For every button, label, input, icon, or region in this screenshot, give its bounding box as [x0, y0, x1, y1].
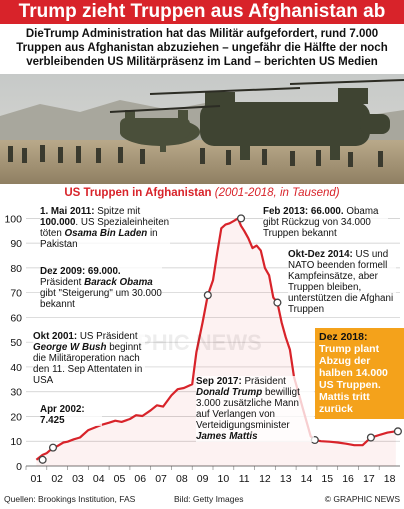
annotation-okt-2001: Okt 2001: US Präsident George W Bush beg…: [33, 331, 145, 386]
milestone-marker: [366, 433, 375, 442]
x-tick-label: 01: [31, 473, 43, 485]
x-tick-label: 17: [363, 473, 375, 485]
milestone-marker: [48, 443, 58, 452]
ann-mai2011-name: Osama Bin Laden: [64, 228, 148, 239]
x-tick-label: 06: [134, 473, 146, 485]
subheadline: DieTrump Administration hat das Militär …: [16, 28, 388, 68]
chart-title: US Truppen in Afghanistan (2001-2018, in…: [0, 185, 404, 201]
ann-dez2009-t2: gibt "Steigerung" um 30.000 bekannt: [40, 288, 162, 310]
y-tick-label: 20: [10, 411, 22, 423]
ann-sep2017-date: Sep 2017:: [196, 376, 242, 387]
x-tick-label: 15: [321, 473, 333, 485]
annotation-dez-2009: Dez 2009: 69.000. Präsident Barack Obama…: [40, 266, 162, 310]
ann-apr2002-value: 7.425: [40, 415, 65, 426]
ann-okt2001-name: George W Bush: [33, 342, 107, 353]
annotation-mai-2011: 1. Mai 2011: Spitze mit 100.000. US Spez…: [40, 206, 170, 250]
x-tick-label: 08: [176, 473, 188, 485]
y-tick-label: 0: [16, 461, 22, 473]
ann-okt2014-date: Okt-Dez 2014:: [288, 249, 353, 260]
x-tick-label: 03: [72, 473, 84, 485]
ann-dez2009-t1: Präsident: [40, 277, 85, 288]
ann-okt2001-t2: beginnt die Militäroperation nach den 11…: [33, 342, 143, 386]
x-tick-label: 14: [301, 473, 313, 485]
ann-dez2018-text: Trump plant Abzug der halben 14.000 US T…: [319, 343, 388, 415]
milestone-marker: [273, 298, 282, 307]
annotation-okt-dez-2014: Okt-Dez 2014: US und NATO beenden formel…: [288, 249, 396, 315]
x-tick-label: 07: [155, 473, 167, 485]
chart-title-sub: (2001-2018, in Tausend): [214, 187, 340, 199]
ann-mai2011-t1: Spitze mit: [94, 206, 141, 217]
y-tick-label: 50: [10, 337, 22, 349]
x-tick-label: 13: [280, 473, 292, 485]
annotation-apr-2002: Apr 2002: 7.425: [40, 404, 102, 426]
x-tick-labels: 01 02 03 04 05 06 07 08 09 10 11 12 13 14 15 16 17 18: [25, 465, 400, 485]
ann-feb2013-date: Feb 2013: 66.000.: [263, 206, 344, 217]
ann-dez2018-date: Dez 2018:: [319, 331, 368, 343]
annotation-feb-2013: Feb 2013: 66.000. Obama gibt Rückzug von…: [263, 206, 388, 239]
ann-apr2002-date: Apr 2002:: [40, 404, 85, 415]
ann-feb2013-t1: Obama gibt Rückzug von 34.000 Truppen be…: [263, 206, 379, 239]
ann-dez2009-name: Barack Obama: [84, 277, 153, 288]
x-tick-label: 09: [197, 473, 209, 485]
milestone-marker: [393, 427, 402, 436]
x-tick-label: 11: [239, 473, 250, 485]
x-tick-label: 04: [93, 473, 105, 485]
milestone-marker: [38, 455, 47, 464]
headline: Trump zieht Truppen aus Afghanistan ab: [0, 0, 404, 24]
ann-sep2017-t1: Präsident: [241, 376, 286, 387]
photo-soldiers-helicopters: [0, 74, 404, 184]
footer-sources: Quellen: Brookings Institution, FAS: [4, 494, 136, 504]
ann-sep2017-t2: bewilligt 3.000 zusätzliche Mann auf Ver…: [196, 387, 300, 431]
annotation-dez-2018: Dez 2018: Trump plant Abzug der halben 1…: [315, 328, 404, 419]
x-tick-label: 05: [114, 473, 126, 485]
y-tick-labels: 0 10 20 30 40 50 60 70 80 90 100: [4, 213, 22, 473]
x-tick-label: 18: [384, 473, 396, 485]
ann-sep2017-name: Donald Trump: [196, 387, 263, 398]
ann-okt2001-t1: US Präsident: [77, 331, 138, 342]
x-tick-label: 02: [51, 473, 63, 485]
y-tick-label: 70: [10, 288, 22, 300]
ann-okt2014-t1: US und NATO beenden formell Kampfeinsätz…: [288, 249, 394, 315]
ann-dez2009-date: Dez 2009: 69.000.: [40, 266, 121, 277]
ann-mai2011-date: 1. Mai 2011:: [40, 206, 95, 217]
ann-mai2011-t3: in Pakistan: [40, 228, 158, 250]
y-tick-label: 40: [10, 362, 22, 374]
y-tick-label: 30: [10, 387, 22, 399]
x-tick-label: 10: [218, 473, 230, 485]
ann-okt2001-date: Okt 2001:: [33, 331, 78, 342]
ann-sep2017-name2: James Mattis: [196, 431, 258, 442]
annotation-sep-2017: Sep 2017: Präsident Donald Trump bewilli…: [196, 376, 314, 442]
y-tick-label: 90: [10, 238, 22, 250]
footer-copyright: © GRAPHIC NEWS: [324, 494, 400, 504]
milestone-marker: [203, 291, 212, 300]
chart-title-main: US Truppen in Afghanistan: [64, 187, 212, 199]
series-area: [36, 218, 396, 466]
milestone-marker: [237, 214, 246, 223]
y-tick-label: 10: [10, 436, 22, 448]
x-tick-label: 16: [342, 473, 354, 485]
y-tick-label: 80: [10, 263, 22, 275]
footer-picture-credit: Bild: Getty Images: [174, 494, 244, 504]
x-tick-label: 12: [259, 473, 271, 485]
y-tick-label: 60: [10, 312, 22, 324]
ann-mai2011-value: 100.000: [40, 217, 76, 228]
y-tick-label: 100: [4, 213, 22, 225]
ann-mai2011-t2: . US Spezialeinheiten töten: [40, 217, 170, 239]
